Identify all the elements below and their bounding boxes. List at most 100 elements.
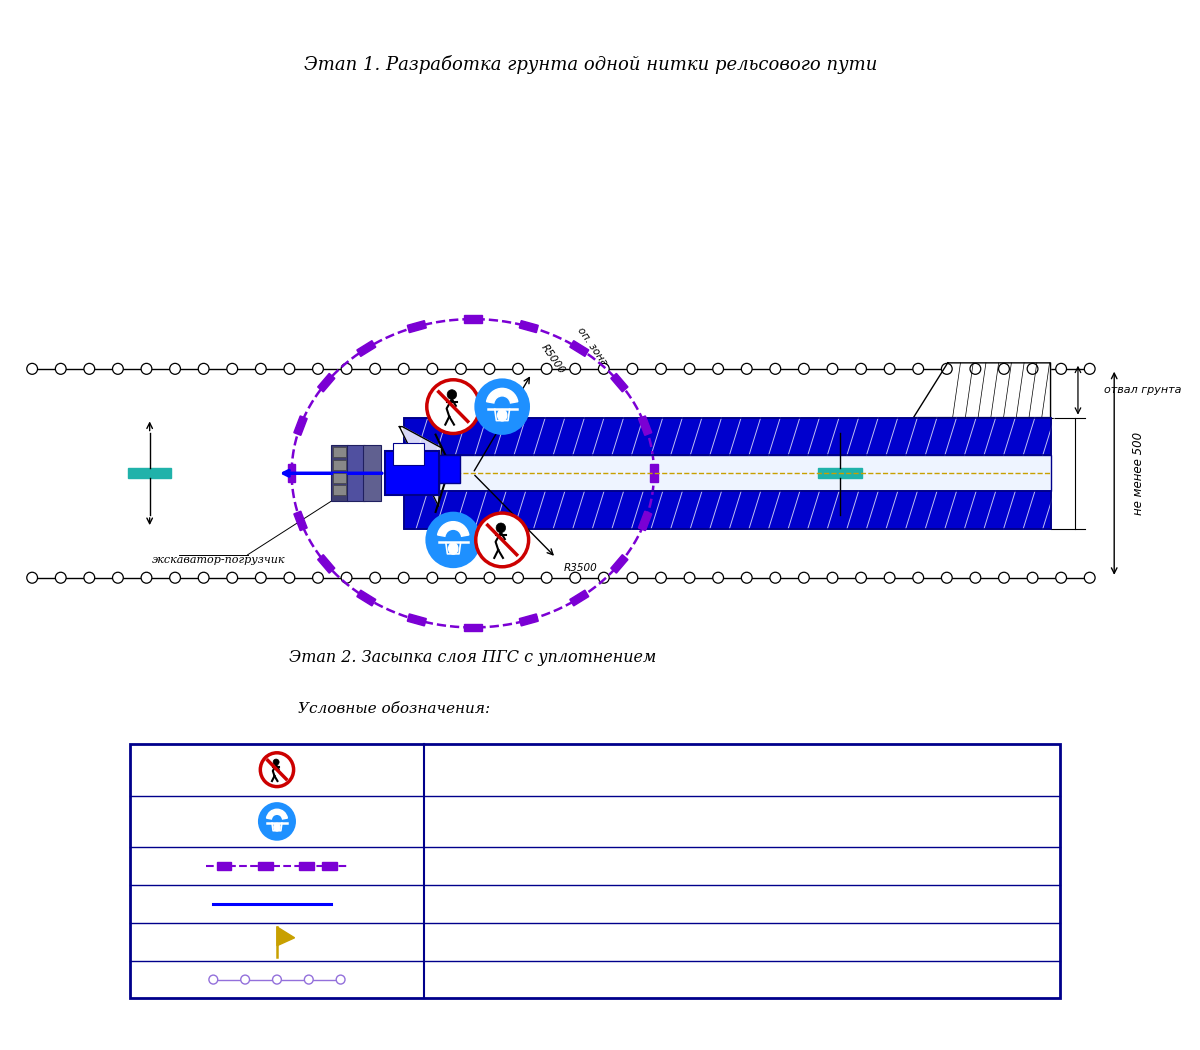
Circle shape [256,572,266,583]
Bar [404,456,1050,491]
Circle shape [655,363,666,374]
Circle shape [798,363,809,374]
Circle shape [599,572,610,583]
Circle shape [684,363,695,374]
Circle shape [398,572,409,583]
Circle shape [1027,363,1038,374]
Circle shape [284,572,295,583]
Text: Знак Р03.: Знак Р03. [713,754,772,768]
Bar [404,491,1050,529]
Circle shape [628,572,637,583]
Circle shape [798,572,809,583]
Circle shape [1056,363,1067,374]
Wedge shape [438,522,469,537]
Text: Этап 2. Засыпка слоя ПГС с уплотнением: Этап 2. Засыпка слоя ПГС с уплотнением [289,649,656,666]
Bar [332,460,347,470]
Bar [638,511,652,530]
Circle shape [770,572,781,583]
Circle shape [541,572,552,583]
Circle shape [209,975,217,984]
Circle shape [312,363,323,374]
Bar [323,862,337,870]
Text: экскаватор-погрузчик: экскаватор-погрузчик [151,554,284,565]
Circle shape [713,363,724,374]
Text: опасная зона экскаватора: опасная зона экскаватора [659,860,826,873]
Circle shape [55,363,66,374]
Circle shape [742,363,752,374]
Bar [611,554,628,573]
Bar [294,511,307,530]
Circle shape [496,523,505,532]
Bar [128,468,172,478]
Circle shape [198,363,209,374]
Circle shape [512,572,523,583]
Bar [385,452,438,496]
Ellipse shape [449,543,458,554]
Circle shape [227,363,238,374]
Circle shape [856,572,866,583]
Text: Знак М02. Работать в: Знак М02. Работать в [671,806,814,819]
Text: R3500: R3500 [564,563,598,572]
Circle shape [856,363,866,374]
Circle shape [284,363,295,374]
Bar [364,445,380,501]
Circle shape [1056,572,1067,583]
Circle shape [742,572,752,583]
Circle shape [475,380,529,434]
Circle shape [55,572,66,583]
Bar [288,464,295,482]
Circle shape [427,380,480,434]
Circle shape [169,363,180,374]
Bar [520,320,539,333]
Circle shape [770,363,781,374]
Circle shape [512,363,523,374]
Text: 1: 1 [864,510,875,526]
Bar [404,491,1050,529]
Circle shape [113,363,124,374]
Ellipse shape [498,410,506,421]
Bar [464,624,481,631]
Text: оп. зона: оп. зона [575,326,610,369]
Circle shape [998,363,1009,374]
Text: не менее 500: не менее 500 [1132,432,1145,514]
Bar [356,590,376,606]
Text: направление движения строительной техники: направление движения строительной техник… [589,898,895,910]
Circle shape [427,513,480,567]
Bar [650,464,658,482]
Circle shape [272,975,281,984]
Circle shape [241,975,250,984]
Text: отвал грунта: отвал грунта [1104,385,1182,395]
Bar [611,374,628,392]
Bar [348,445,365,501]
Bar [638,416,652,436]
Circle shape [570,363,581,374]
Circle shape [305,975,313,984]
Bar [299,862,313,870]
Circle shape [427,572,438,583]
Circle shape [341,572,352,583]
Bar [407,614,426,626]
Bar [332,447,347,458]
Circle shape [684,572,695,583]
Circle shape [970,363,980,374]
Circle shape [456,572,467,583]
Circle shape [370,572,380,583]
Text: R5000: R5000 [539,342,566,376]
Circle shape [169,572,180,583]
Text: Этап 1. Разработка грунта одной нитки рельсового пути: Этап 1. Разработка грунта одной нитки ре… [304,55,877,74]
Circle shape [913,572,924,583]
Bar [570,340,589,356]
Bar [130,743,1061,999]
Polygon shape [913,363,1050,418]
Bar [407,320,426,333]
Circle shape [227,572,238,583]
Circle shape [884,572,895,583]
Circle shape [84,572,95,583]
Circle shape [570,572,581,583]
Wedge shape [486,388,518,403]
Bar [217,862,232,870]
Circle shape [655,572,666,583]
Circle shape [942,363,952,374]
Circle shape [260,753,294,786]
Circle shape [942,572,952,583]
